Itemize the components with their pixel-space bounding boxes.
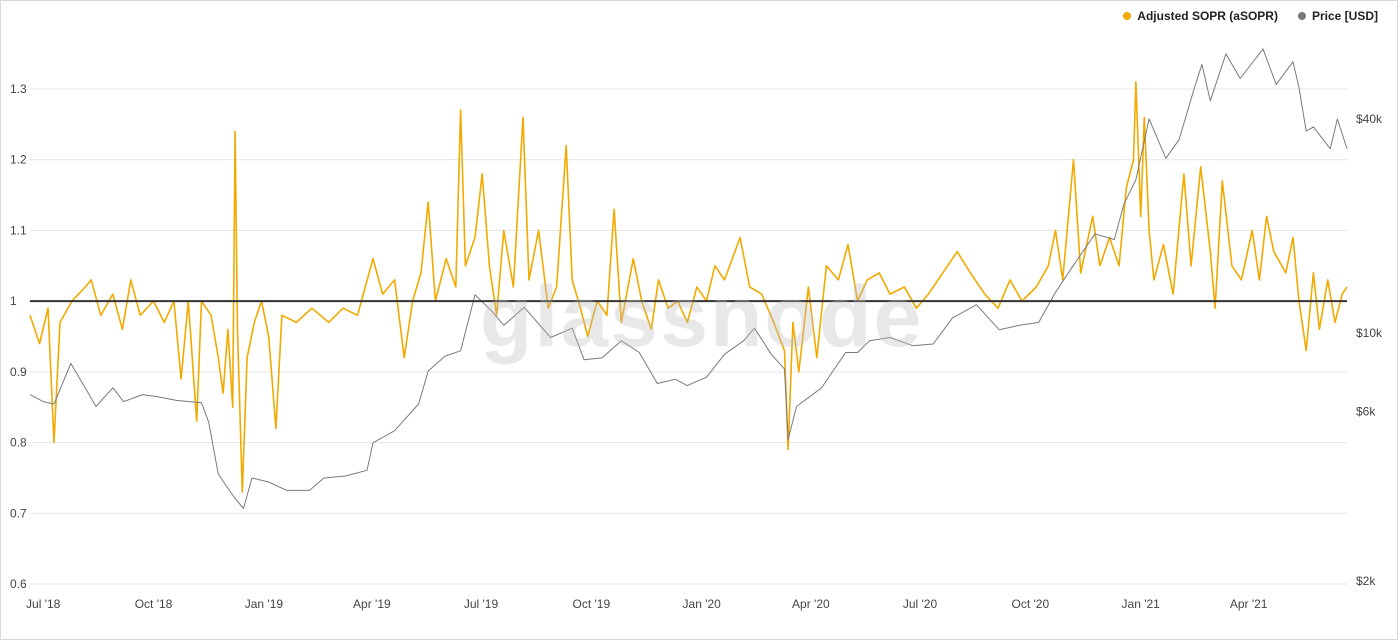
x-tick-label: Jan '19 [245, 597, 284, 611]
y-tick-label: 0.6 [10, 577, 27, 591]
x-tick-label: Oct '19 [573, 597, 611, 611]
y2-tick-label: $40k [1356, 112, 1383, 126]
y-tick-label: 1 [10, 294, 17, 308]
price-dot-icon [1297, 12, 1306, 20]
y-tick-label: 0.9 [10, 365, 27, 379]
legend-label-price: Price [USD] [1311, 9, 1378, 23]
x-tick-label: Jan '20 [683, 597, 722, 611]
legend-item-price[interactable]: Price [USD] [1297, 9, 1378, 23]
legend-label-asopr: Adjusted SOPR (aSOPR) [1137, 9, 1278, 23]
price-series-line [29, 48, 1348, 509]
asopr-series-line [29, 81, 1348, 493]
x-tick-label: Oct '18 [135, 597, 173, 611]
y-tick-label: 1.2 [10, 153, 27, 167]
y-tick-label: 0.8 [10, 436, 27, 450]
y-tick-label: 1.3 [10, 82, 27, 96]
y2-tick-label: $6k [1356, 405, 1376, 419]
x-tick-label: Jan '21 [1122, 597, 1161, 611]
watermark: glassnode [480, 269, 924, 365]
x-tick-label: Jul '18 [26, 597, 61, 611]
x-tick-label: Jul '20 [903, 597, 938, 611]
x-tick-label: Apr '19 [353, 597, 391, 611]
y2-tick-label: $10k [1356, 326, 1383, 340]
legend-item-asopr[interactable]: Adjusted SOPR (aSOPR) [1123, 9, 1278, 23]
asopr-dot-icon [1123, 12, 1132, 20]
x-tick-label: Oct '20 [1012, 597, 1050, 611]
y-tick-label: 1.1 [10, 223, 27, 237]
legend: Adjusted SOPR (aSOPR) Price [USD] [1123, 9, 1378, 23]
x-tick-label: Jul '19 [464, 597, 499, 611]
y-tick-label: 0.7 [10, 506, 27, 520]
y2-tick-label: $2k [1356, 574, 1376, 588]
x-tick-label: Apr '21 [1230, 597, 1268, 611]
x-tick-label: Apr '20 [792, 597, 830, 611]
